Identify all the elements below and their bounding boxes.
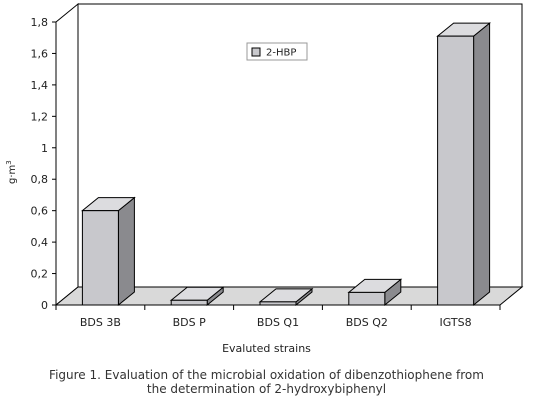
y-axis-title: g·m3: [5, 160, 18, 184]
figure-caption-line-2: the determination of 2-hydroxybiphenyl: [146, 382, 387, 396]
legend-label: 2-HBP: [266, 48, 296, 59]
bar-front-face: [170, 299, 208, 306]
bar: [347, 278, 403, 307]
bar-front-face: [348, 291, 386, 306]
y-tick-label: 0: [41, 299, 48, 312]
y-axis-title-text: g·m: [7, 165, 18, 184]
y-tick-label: 1: [41, 142, 48, 155]
x-axis-title: Evaluted strains: [222, 342, 311, 355]
bar-side-face: [117, 196, 135, 307]
bar: [80, 196, 136, 307]
bar: [169, 286, 225, 307]
bar-side-face: [473, 22, 491, 307]
bar-front-face: [259, 301, 297, 306]
figure-caption-line-1: Figure 1. Evaluation of the microbial ox…: [49, 368, 484, 382]
y-tick-label: 0,8: [31, 173, 49, 186]
y-tick-label: 1,4: [31, 79, 49, 92]
legend-swatch: [251, 47, 261, 57]
y-tick-label: 0,2: [31, 268, 49, 281]
y-tick-label: 1,8: [31, 16, 49, 29]
legend-box: [246, 42, 308, 61]
y-tick-label: 0,6: [31, 205, 49, 218]
x-tick-label: IGTS8: [440, 316, 472, 329]
x-tick-label: BDS P: [173, 316, 206, 329]
side-wall: [55, 2, 79, 307]
y-tick-label: 0,4: [31, 236, 49, 249]
bar: [436, 22, 492, 307]
y-axis-title-superscript: 3: [5, 160, 13, 164]
bar-front-face: [81, 210, 119, 306]
chart-plot: 0 0,2 0,4 0,6 0,8 1 1,2 1,4 1,6 1,8 BDS 3B BDS P BD…: [31, 2, 524, 329]
x-tick-label: BDS Q2: [346, 316, 388, 329]
x-tick-label: BDS Q1: [257, 316, 299, 329]
x-tick-label: BDS 3B: [80, 316, 121, 329]
bar-front-face: [437, 35, 475, 306]
y-tick-label: 1,6: [31, 47, 49, 60]
svg-text:g·m3: g·m3: [5, 160, 18, 184]
bar: [258, 287, 314, 307]
y-tick-label: 1,2: [31, 110, 49, 123]
